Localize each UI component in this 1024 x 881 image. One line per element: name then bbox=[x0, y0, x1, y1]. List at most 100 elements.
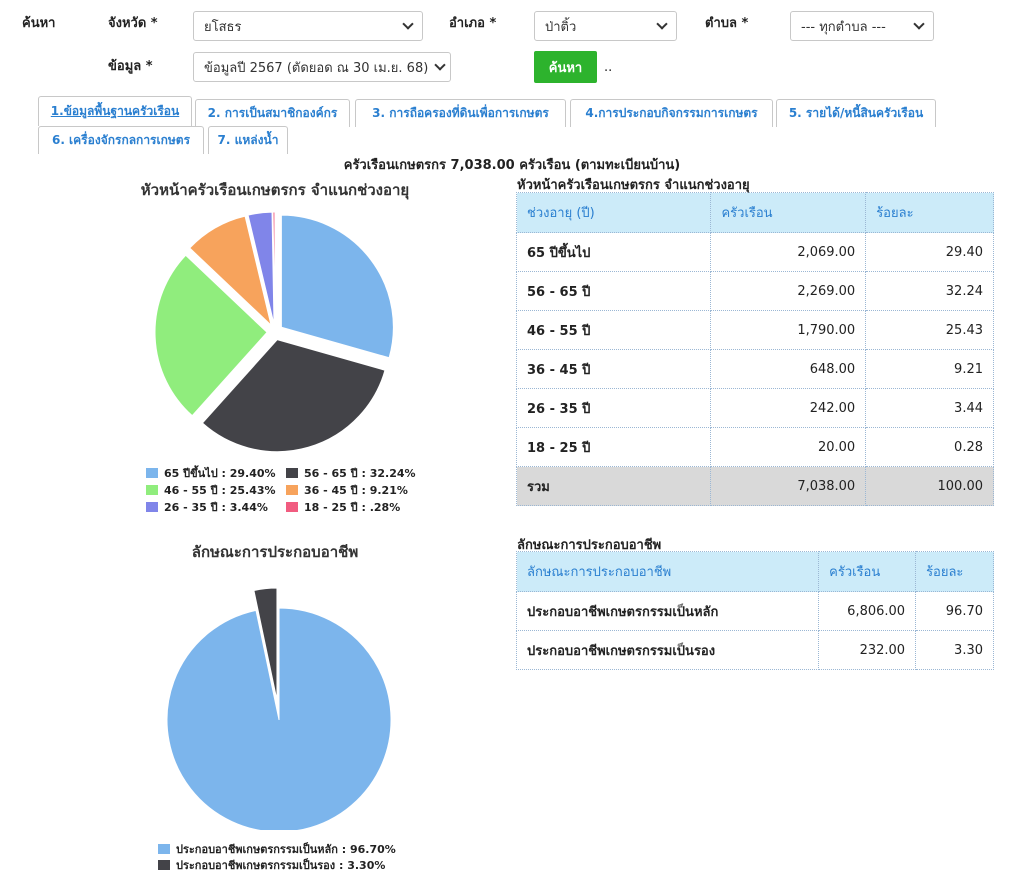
cell-age-range: 65 ปีขึ้นไป bbox=[515, 232, 712, 272]
age-chart-title: หัวหน้าครัวเรือนเกษตรกร จำแนกช่วงอายุ bbox=[140, 181, 410, 199]
chevron-down-icon bbox=[656, 18, 668, 30]
legend-label: 26 - 35 ปี : 3.44% bbox=[164, 501, 268, 514]
table-row: 46 - 55 ปี 1,790.00 25.43 bbox=[515, 310, 994, 350]
table-header-row: ช่วงอายุ (ปี) ครัวเรือน ร้อยละ bbox=[515, 192, 994, 233]
province-select[interactable]: ยโสธร bbox=[193, 11, 423, 41]
table-row: ประกอบอาชีพเกษตรกรรมเป็นรอง 232.00 3.30 bbox=[515, 630, 994, 670]
table-row: 65 ปีขึ้นไป 2,069.00 29.40 bbox=[515, 232, 994, 272]
legend-label: ประกอบอาชีพเกษตรกรรมเป็นรอง : 3.30% bbox=[176, 859, 386, 872]
legend-label: 46 - 55 ปี : 25.43% bbox=[164, 484, 276, 497]
cell-percent: 3.30 bbox=[915, 630, 994, 670]
legend-label: 36 - 45 ปี : 9.21% bbox=[304, 484, 408, 497]
chevron-down-icon bbox=[402, 18, 414, 30]
tab-agricultural-activity[interactable]: 4.การประกอบกิจกรรมการเกษตร bbox=[570, 99, 773, 127]
chevron-down-icon bbox=[913, 18, 925, 30]
legend-label: 18 - 25 ปี : .28% bbox=[304, 501, 401, 514]
cell-total-percent: 100.00 bbox=[865, 466, 994, 506]
tab-water-source[interactable]: 7. แหล่งน้ำ bbox=[208, 126, 288, 154]
legend-item[interactable]: 65 ปีขึ้นไป : 29.40% bbox=[146, 464, 276, 482]
data-select[interactable]: ข้อมูลปี 2567 (ตัดยอด ณ 30 เม.ย. 68) bbox=[193, 52, 451, 82]
legend-label: 65 ปีขึ้นไป : 29.40% bbox=[164, 467, 276, 480]
cell-households: 648.00 bbox=[710, 349, 867, 389]
legend-swatch bbox=[286, 502, 298, 512]
legend-item[interactable]: 18 - 25 ปี : .28% bbox=[286, 498, 400, 516]
cell-percent: 3.44 bbox=[865, 388, 994, 428]
subdistrict-value: --- ทุกตำบล --- bbox=[801, 19, 886, 35]
column-header: ร้อยละ bbox=[865, 192, 994, 233]
cell-total-households: 7,038.00 bbox=[710, 466, 867, 506]
age-pie-slice-3[interactable] bbox=[188, 215, 272, 327]
cell-households: 2,269.00 bbox=[710, 271, 867, 311]
subdistrict-select[interactable]: --- ทุกตำบล --- bbox=[790, 11, 934, 41]
occupation-table-title: ลักษณะการประกอบอาชีพ bbox=[517, 538, 662, 553]
household-summary: ครัวเรือนเกษตรกร 7,038.00 ครัวเรือน (ตาม… bbox=[343, 158, 681, 173]
legend-swatch bbox=[146, 485, 158, 495]
chevron-down-icon bbox=[434, 59, 446, 71]
province-label: จังหวัด * bbox=[108, 16, 158, 31]
age-table: ช่วงอายุ (ปี) ครัวเรือน ร้อยละ 65 ปีขึ้น… bbox=[515, 192, 994, 506]
occupation-pie-slice-1[interactable] bbox=[253, 587, 278, 701]
cell-households: 2,069.00 bbox=[710, 232, 867, 272]
cell-households: 20.00 bbox=[710, 427, 867, 467]
province-value: ยโสธร bbox=[204, 19, 242, 35]
column-header: ลักษณะการประกอบอาชีพ bbox=[515, 551, 820, 592]
age-table-title: หัวหน้าครัวเรือนเกษตรกร จำแนกช่วงอายุ bbox=[517, 178, 750, 193]
occupation-pie-chart bbox=[166, 587, 392, 830]
legend-item[interactable]: ประกอบอาชีพเกษตรกรรมเป็นรอง : 3.30% bbox=[158, 856, 385, 874]
legend-item[interactable]: 26 - 35 ปี : 3.44% bbox=[146, 498, 268, 516]
age-pie-slice-0[interactable] bbox=[280, 214, 394, 359]
tab-land-holding[interactable]: 3. การถือครองที่ดินเพื่อการเกษตร bbox=[355, 99, 566, 127]
search-button[interactable]: ค้นหา bbox=[534, 51, 597, 83]
column-header: ครัวเรือน bbox=[818, 551, 917, 592]
legend-swatch bbox=[146, 502, 158, 512]
district-select[interactable]: ป่าติ้ว bbox=[534, 11, 677, 41]
district-value: ป่าติ้ว bbox=[545, 19, 577, 35]
cell-percent: 96.70 bbox=[915, 591, 994, 631]
cell-occupation: ประกอบอาชีพเกษตรกรรมเป็นรอง bbox=[515, 630, 820, 670]
cell-percent: 32.24 bbox=[865, 271, 994, 311]
column-header: ช่วงอายุ (ปี) bbox=[515, 192, 712, 233]
tab-organization-membership[interactable]: 2. การเป็นสมาชิกองค์กร bbox=[195, 99, 350, 127]
tab-income-debt[interactable]: 5. รายได้/หนี้สินครัวเรือน bbox=[776, 99, 936, 127]
cell-age-range: 26 - 35 ปี bbox=[515, 388, 712, 428]
cell-percent: 29.40 bbox=[865, 232, 994, 272]
cell-percent: 9.21 bbox=[865, 349, 994, 389]
legend-item[interactable]: ประกอบอาชีพเกษตรกรรมเป็นหลัก : 96.70% bbox=[158, 840, 396, 858]
cell-households: 242.00 bbox=[710, 388, 867, 428]
table-row: 56 - 65 ปี 2,269.00 32.24 bbox=[515, 271, 994, 311]
legend-swatch bbox=[286, 468, 298, 478]
occupation-chart-title: ลักษณะการประกอบอาชีพ bbox=[191, 543, 359, 561]
tab-machinery[interactable]: 6. เครื่องจักรกลการเกษตร bbox=[38, 126, 204, 154]
legend-label: 56 - 65 ปี : 32.24% bbox=[304, 467, 416, 480]
cell-age-range: 56 - 65 ปี bbox=[515, 271, 712, 311]
search-label: ค้นหา bbox=[22, 16, 56, 31]
cell-total-label: รวม bbox=[515, 466, 712, 506]
column-header: ร้อยละ bbox=[915, 551, 994, 592]
column-header: ครัวเรือน bbox=[710, 192, 867, 233]
occupation-pie-slice-0[interactable] bbox=[166, 607, 392, 830]
table-row: ประกอบอาชีพเกษตรกรรมเป็นหลัก 6,806.00 96.7… bbox=[515, 591, 994, 631]
cell-households: 232.00 bbox=[818, 630, 917, 670]
legend-swatch bbox=[286, 485, 298, 495]
legend-label: ประกอบอาชีพเกษตรกรรมเป็นหลัก : 96.70% bbox=[176, 843, 396, 856]
cell-households: 6,806.00 bbox=[818, 591, 917, 631]
age-pie-slice-2[interactable] bbox=[154, 254, 268, 417]
age-pie-chart bbox=[154, 211, 394, 453]
legend-item[interactable]: 56 - 65 ปี : 32.24% bbox=[286, 464, 416, 482]
district-label: อำเภอ * bbox=[449, 16, 497, 31]
table-total-row: รวม 7,038.00 100.00 bbox=[515, 466, 994, 506]
subdistrict-label: ตำบล * bbox=[705, 16, 749, 31]
age-pie-slice-5[interactable] bbox=[272, 211, 276, 325]
age-pie-slice-4[interactable] bbox=[247, 211, 275, 325]
age-pie-slice-1[interactable] bbox=[201, 339, 386, 453]
legend-item[interactable]: 36 - 45 ปี : 9.21% bbox=[286, 481, 408, 499]
tab-household-basic[interactable]: 1.ข้อมูลพื้นฐานครัวเรือน bbox=[38, 96, 192, 126]
occupation-table: ลักษณะการประกอบอาชีพ ครัวเรือน ร้อยละ ปร… bbox=[515, 551, 994, 670]
occupation-chart-legend: ประกอบอาชีพเกษตรกรรมเป็นหลัก : 96.70% ปร… bbox=[158, 838, 458, 874]
table-header-row: ลักษณะการประกอบอาชีพ ครัวเรือน ร้อยละ bbox=[515, 551, 994, 592]
table-row: 26 - 35 ปี 242.00 3.44 bbox=[515, 388, 994, 428]
table-row: 18 - 25 ปี 20.00 0.28 bbox=[515, 427, 994, 467]
cell-occupation: ประกอบอาชีพเกษตรกรรมเป็นหลัก bbox=[515, 591, 820, 631]
cell-age-range: 18 - 25 ปี bbox=[515, 427, 712, 467]
legend-item[interactable]: 46 - 55 ปี : 25.43% bbox=[146, 481, 276, 499]
